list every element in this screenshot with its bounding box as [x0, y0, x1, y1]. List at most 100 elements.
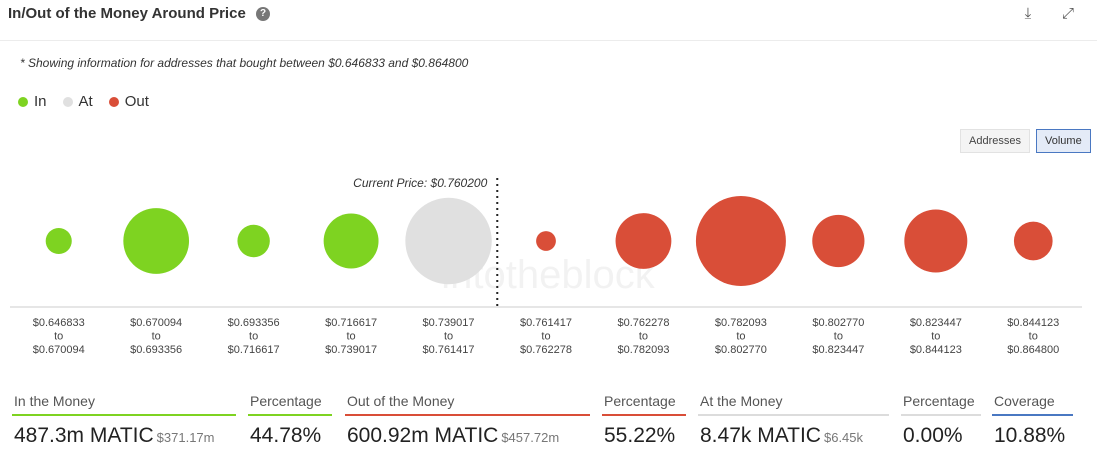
x-tick-label: $0.782093 — [715, 317, 767, 329]
x-tick-label: $0.716617 — [228, 344, 280, 356]
x-tick-label: $0.739017 — [325, 344, 377, 356]
stat-in-the-money: In the Money 487.3m MATIC $371.17m — [12, 388, 236, 458]
current-price-label: Current Price: $0.760200 — [353, 176, 487, 190]
legend-label-out: Out — [124, 93, 149, 110]
x-tick-label: $0.864800 — [1007, 344, 1059, 356]
stat-value: 10.88% — [992, 424, 1073, 448]
chart-legend: In At Out — [18, 93, 165, 110]
bubble-out — [695, 196, 786, 286]
stat-at-the-money: At the Money 8.47k MATIC $6.45k — [698, 388, 889, 458]
widget-title: In/Out of the Money Around Price — [8, 5, 246, 22]
legend-item-out[interactable]: Out — [108, 93, 149, 110]
addresses-toggle-button[interactable]: Addresses — [960, 129, 1030, 153]
bubble-chart: intotheblock$0.646833to$0.670094$0.67009… — [10, 176, 1082, 356]
x-tick-label: $0.823447 — [812, 344, 864, 356]
stat-value-main: 10.88% — [994, 424, 1066, 447]
stat-value: 8.47k MATIC $6.45k — [698, 424, 889, 448]
stat-underline — [992, 414, 1073, 416]
stat-value-usd: $457.72m — [501, 430, 560, 445]
stat-value: 44.78% — [248, 424, 332, 448]
x-tick-label: $0.693356 — [228, 317, 280, 329]
stat-underline — [345, 414, 590, 416]
legend-item-in[interactable]: In — [18, 93, 47, 110]
stat-value: 55.22% — [602, 424, 686, 448]
x-tick-label: $0.844123 — [910, 344, 962, 356]
bubble-out — [1013, 221, 1053, 261]
stat-value-main: 0.00% — [903, 424, 963, 447]
x-tick-label: $0.762278 — [520, 344, 572, 356]
bubble-out — [812, 214, 865, 268]
x-tick-label: to — [1029, 331, 1038, 343]
x-tick-label: $0.670094 — [33, 344, 85, 356]
stat-value: 487.3m MATIC $371.17m — [12, 424, 236, 448]
x-tick-label: $0.782093 — [617, 344, 669, 356]
legend-swatch-at — [62, 96, 73, 107]
stat-label: Percentage — [250, 393, 322, 409]
x-tick-label: $0.823447 — [910, 317, 962, 329]
bubble-at — [405, 197, 492, 285]
x-tick-label: $0.761417 — [423, 344, 475, 356]
stat-value-main: 44.78% — [250, 424, 322, 447]
widget-header: In/Out of the Money Around Price ? ⤓ ⤢ — [0, 0, 1097, 41]
x-tick-label: to — [346, 331, 355, 343]
stat-value-main: 600.92m MATIC — [347, 424, 499, 447]
stat-coverage: Coverage 10.88% — [992, 388, 1073, 458]
x-tick-label: $0.693356 — [130, 344, 182, 356]
legend-swatch-out — [108, 96, 119, 107]
x-tick-label: to — [249, 331, 258, 343]
stat-value-main: 8.47k MATIC — [700, 424, 821, 447]
stat-out-percentage: Percentage 55.22% — [602, 388, 686, 458]
legend-label-in: In — [34, 93, 47, 110]
x-tick-label: to — [639, 331, 648, 343]
stat-underline — [248, 414, 332, 416]
legend-item-at[interactable]: At — [62, 93, 93, 110]
x-tick-label: $0.646833 — [33, 317, 85, 329]
bubble-in — [45, 227, 72, 255]
x-tick-label: $0.802770 — [715, 344, 767, 356]
x-tick-label: to — [541, 331, 550, 343]
stat-label: In the Money — [14, 393, 95, 409]
stat-underline — [698, 414, 889, 416]
bubble-in — [323, 213, 379, 269]
stat-label: Percentage — [604, 393, 676, 409]
bubble-out — [536, 231, 556, 251]
stat-label: Coverage — [994, 393, 1055, 409]
x-tick-label: $0.802770 — [812, 317, 864, 329]
x-tick-label: to — [931, 331, 940, 343]
x-tick-label: $0.762278 — [617, 317, 669, 329]
stat-value-main: 487.3m MATIC — [14, 424, 154, 447]
x-tick-label: to — [54, 331, 63, 343]
x-tick-label: $0.670094 — [130, 317, 182, 329]
stat-value: 0.00% — [901, 424, 981, 448]
x-tick-label: $0.716617 — [325, 317, 377, 329]
stat-value: 600.92m MATIC $457.72m — [345, 424, 590, 448]
expand-icon[interactable]: ⤢ — [1061, 5, 1074, 22]
stat-underline — [901, 414, 981, 416]
stat-value-usd: $371.17m — [156, 430, 215, 445]
x-tick-label: $0.844123 — [1007, 317, 1059, 329]
stat-label: Percentage — [903, 393, 975, 409]
stat-in-percentage: Percentage 44.78% — [248, 388, 332, 458]
stat-label: Out of the Money — [347, 393, 455, 409]
stats-bar: In the Money 487.3m MATIC $371.17m Percen… — [0, 388, 1097, 458]
bubble-out — [904, 209, 968, 273]
bubble-in — [123, 208, 190, 274]
legend-swatch-in — [18, 96, 28, 107]
stat-value-main: 55.22% — [604, 424, 676, 447]
download-icon[interactable]: ⤓ — [1024, 5, 1032, 22]
stat-value-usd: $6.45k — [823, 430, 864, 445]
x-tick-label: to — [152, 331, 161, 343]
x-tick-label: $0.739017 — [423, 317, 475, 329]
stat-underline — [12, 414, 236, 416]
help-icon[interactable]: ? — [256, 7, 270, 21]
volume-toggle-button[interactable]: Volume — [1036, 129, 1091, 153]
stat-out-of-the-money: Out of the Money 600.92m MATIC $457.72m — [345, 388, 590, 458]
range-note: * Showing information for addresses that… — [20, 56, 469, 70]
stat-underline — [602, 414, 686, 416]
x-tick-label: to — [444, 331, 453, 343]
x-tick-label: to — [736, 331, 745, 343]
stat-at-percentage: Percentage 0.00% — [901, 388, 981, 458]
bubble-out — [615, 213, 672, 269]
legend-label-at: At — [78, 93, 93, 110]
x-tick-label: $0.761417 — [520, 317, 572, 329]
